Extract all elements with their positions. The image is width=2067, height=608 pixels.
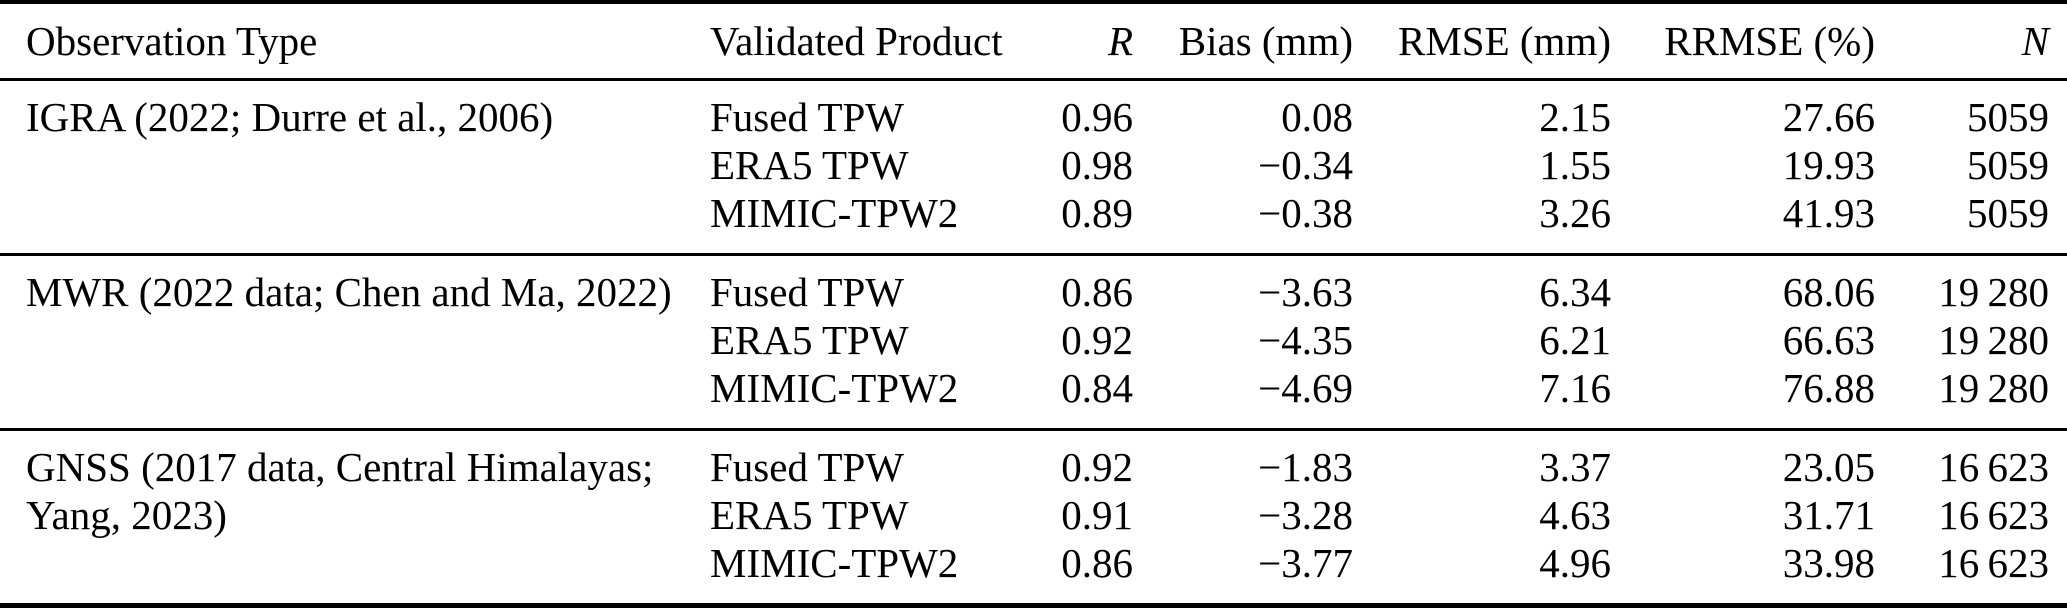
rmse-cell: 3.37 [1353,428,1611,491]
product-cell: Fused TPW [710,94,905,140]
product-cell: ERA5 TPW [710,317,909,363]
header-r: R [970,2,1133,81]
rrmse-cell: 19.93 [1782,142,1875,188]
bias-cell: −0.34 [1258,142,1353,188]
table-row: MIMIC-TPW2 0.84 −4.69 7.16 76.88 19 280 [0,364,2067,430]
rrmse-cell: 68.06 [1611,253,1875,316]
header-validated-product: Validated Product [710,2,1003,81]
n-cell: 16 623 [1875,428,2067,491]
product-cell: ERA5 TPW [710,492,909,538]
table-row: IGRA (2022; Durre et al., 2006) Fused TP… [0,80,2067,142]
r-cell: 0.92 [970,428,1133,491]
group-mwr: MWR (2022 data; Chen and Ma, 2022) Fused… [0,253,2067,430]
group-gnss: GNSS (2017 data, Central Himalayas; Yang… [0,428,2067,606]
rrmse-cell: 33.98 [1782,540,1875,586]
rrmse-cell: 31.71 [1782,492,1875,538]
bias-cell: −3.28 [1258,492,1353,538]
table-header: Observation Type Validated Product R Bia… [0,2,2067,81]
r-cell: 0.92 [1061,317,1133,363]
n-cell: 16 623 [1938,540,2049,586]
observation-type-cell: GNSS (2017 data, Central Himalayas; Yang… [0,428,710,606]
bias-cell: −1.83 [1133,428,1353,491]
table-row: MIMIC-TPW2 0.86 −3.77 4.96 33.98 16 623 [0,539,2067,606]
header-rmse: RMSE (mm) [1353,2,1611,81]
product-cell: MIMIC-TPW2 [710,540,959,586]
header-n: N [1875,2,2067,81]
rmse-cell: 7.16 [1539,365,1611,411]
bias-cell: −0.38 [1258,190,1353,236]
observation-type-cell: MWR (2022 data; Chen and Ma, 2022) [0,253,710,430]
n-cell: 5059 [1967,94,2049,140]
table-row: MIMIC-TPW2 0.89 −0.38 3.26 41.93 5059 [0,189,2067,255]
r-cell: 0.91 [1061,492,1133,538]
rrmse-cell: 41.93 [1782,190,1875,236]
rrmse-cell: 23.05 [1611,428,1875,491]
n-cell: 16 623 [1938,492,2049,538]
table-row: ERA5 TPW 0.98 −0.34 1.55 19.93 5059 [0,141,2067,189]
rmse-cell: 1.55 [1539,142,1611,188]
rmse-cell: 6.34 [1353,253,1611,316]
header-bias: Bias (mm) [1133,2,1353,81]
table-row: ERA5 TPW 0.92 −4.35 6.21 66.63 19 280 [0,316,2067,364]
product-cell: Fused TPW [710,428,970,491]
rmse-cell: 6.21 [1539,317,1611,363]
product-cell: MIMIC-TPW2 [710,190,959,236]
n-cell: 19 280 [1938,365,2049,411]
header-observation-type: Observation Type [0,2,710,81]
rmse-cell: 4.63 [1539,492,1611,538]
rrmse-cell: 76.88 [1782,365,1875,411]
n-cell: 5059 [1967,142,2049,188]
n-cell: 19 280 [1875,253,2067,316]
bias-cell: −3.77 [1258,540,1353,586]
rmse-cell: 4.96 [1539,540,1611,586]
rrmse-cell: 27.66 [1782,94,1875,140]
r-cell: 0.86 [1061,540,1133,586]
observation-type-cell: IGRA (2022; Durre et al., 2006) [26,94,554,140]
r-cell: 0.84 [1061,365,1133,411]
r-cell: 0.89 [1061,190,1133,236]
n-cell: 19 280 [1938,317,2049,363]
bias-cell: 0.08 [1281,94,1353,140]
product-cell: MIMIC-TPW2 [710,365,959,411]
r-cell: 0.96 [1061,94,1133,140]
rmse-cell: 2.15 [1539,94,1611,140]
rmse-cell: 3.26 [1539,190,1611,236]
bias-cell: −4.69 [1258,365,1353,411]
table-row: ERA5 TPW 0.91 −3.28 4.63 31.71 16 623 [0,491,2067,539]
r-cell: 0.86 [970,253,1133,316]
product-cell: Fused TPW [710,253,970,316]
table-row: MWR (2022 data; Chen and Ma, 2022) Fused… [0,253,2067,430]
header-row: Observation Type Validated Product R Bia… [0,2,2067,81]
group-igra: IGRA (2022; Durre et al., 2006) Fused TP… [0,80,2067,255]
table-row: GNSS (2017 data, Central Himalayas; Yang… [0,428,2067,606]
bias-cell: −4.35 [1258,317,1353,363]
bias-cell: −3.63 [1133,253,1353,316]
rrmse-cell: 66.63 [1782,317,1875,363]
header-rrmse: RRMSE (%) [1611,2,1875,81]
r-cell: 0.98 [1061,142,1133,188]
product-cell: ERA5 TPW [710,142,909,188]
n-cell: 5059 [1967,190,2049,236]
